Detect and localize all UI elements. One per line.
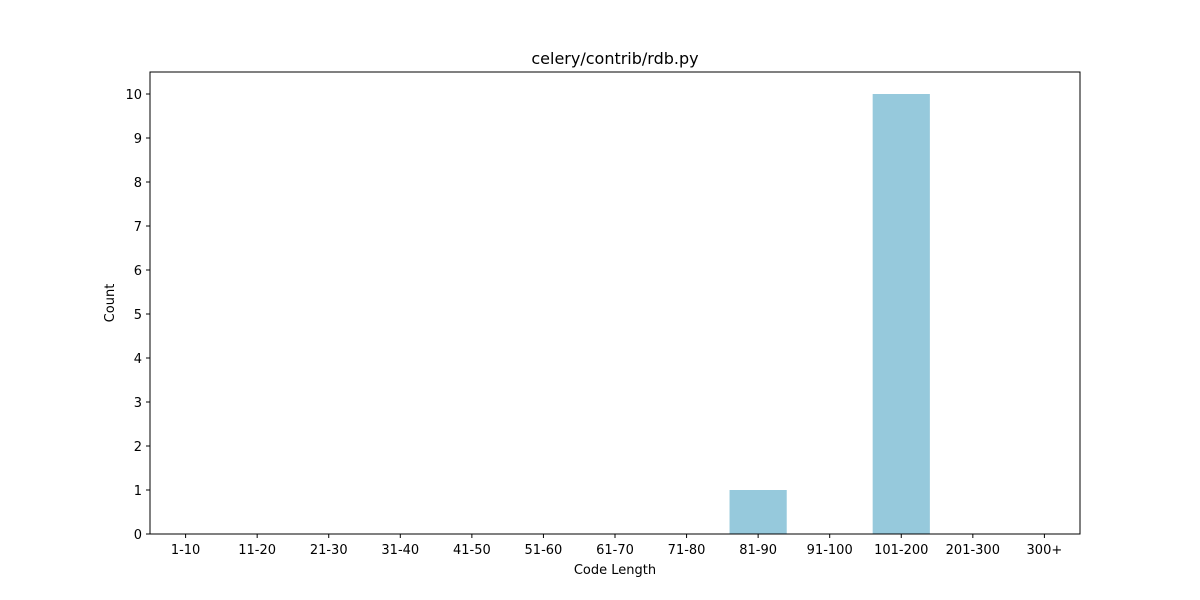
x-axis-label: Code Length bbox=[574, 563, 656, 578]
y-axis-ticks: 0 1 2 3 4 5 6 7 8 9 10 bbox=[125, 88, 150, 543]
plot-area-frame bbox=[149, 71, 1081, 535]
x-tick-label: 61-70 bbox=[596, 543, 634, 558]
y-tick-label: 2 bbox=[134, 440, 142, 455]
x-tick-label: 11-20 bbox=[238, 543, 276, 558]
y-tick-label: 3 bbox=[134, 396, 142, 411]
x-tick-label: 51-60 bbox=[525, 543, 563, 558]
y-axis-label: Count bbox=[103, 284, 118, 323]
chart-title: celery/contrib/rdb.py bbox=[531, 49, 698, 68]
x-tick-label: 101-200 bbox=[874, 543, 928, 558]
x-tick-label: 300+ bbox=[1027, 543, 1063, 558]
bar-101-200 bbox=[872, 94, 930, 534]
y-tick-label: 7 bbox=[134, 220, 142, 235]
y-tick-label: 9 bbox=[134, 132, 142, 147]
bars-group bbox=[729, 94, 930, 534]
x-tick-label: 201-300 bbox=[946, 543, 1000, 558]
x-tick-label: 1-10 bbox=[171, 543, 201, 558]
x-tick-label: 41-50 bbox=[453, 543, 491, 558]
x-tick-label: 71-80 bbox=[668, 543, 706, 558]
x-tick-label: 31-40 bbox=[381, 543, 419, 558]
y-tick-label: 1 bbox=[134, 484, 142, 499]
y-tick-label: 4 bbox=[134, 352, 142, 367]
x-tick-label: 21-30 bbox=[310, 543, 348, 558]
y-tick-label: 8 bbox=[134, 176, 142, 191]
x-tick-label: 91-100 bbox=[807, 543, 853, 558]
y-tick-label: 0 bbox=[134, 528, 142, 543]
y-tick-label: 10 bbox=[125, 88, 142, 103]
x-axis-ticks: 1-10 11-20 21-30 31-40 41-50 51-60 61-70 71-80 8… bbox=[171, 534, 1062, 558]
bar-81-90 bbox=[729, 490, 787, 534]
y-tick-label: 5 bbox=[134, 308, 142, 323]
y-tick-label: 6 bbox=[134, 264, 142, 279]
x-tick-label: 81-90 bbox=[739, 543, 777, 558]
